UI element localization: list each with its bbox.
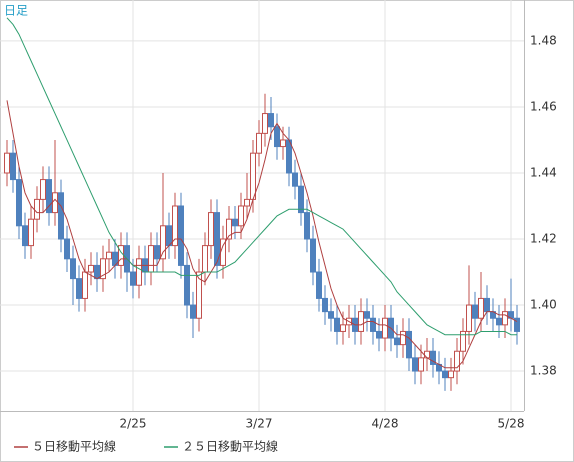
candle-body: [58, 192, 64, 240]
legend-label: ２５日移動平均線: [182, 439, 278, 454]
candle-body: [466, 304, 472, 332]
legend-label: ５日移動平均線: [32, 439, 116, 454]
candle-body: [400, 330, 406, 346]
candle-body: [514, 317, 520, 332]
y-tick-label: 1.48: [530, 33, 557, 47]
candle-body: [274, 126, 280, 148]
candle-body: [22, 225, 28, 247]
candle-body: [316, 271, 322, 299]
candle-body: [364, 311, 370, 319]
candle-body: [16, 179, 22, 227]
candle-body: [106, 251, 112, 260]
candle-body: [334, 317, 340, 332]
candle-body: [4, 152, 10, 174]
candle-body: [166, 225, 172, 247]
candle-body: [10, 152, 16, 181]
candle-body: [94, 264, 100, 280]
candle-body: [328, 311, 334, 319]
candle-body: [262, 113, 268, 134]
y-tick-label: 1.40: [530, 298, 557, 312]
y-tick-label: 1.42: [530, 232, 557, 246]
candle-body: [46, 179, 52, 214]
candle-body: [214, 212, 220, 266]
candle-body: [322, 297, 328, 313]
candle-body: [268, 113, 274, 128]
candle-body: [232, 218, 238, 227]
candle-body: [298, 185, 304, 214]
candle-body: [292, 172, 298, 187]
candle-body: [250, 152, 256, 200]
candle-body: [34, 198, 40, 220]
candle-body: [136, 258, 142, 286]
moving-average-line: [6, 17, 517, 336]
candle-body: [148, 245, 154, 273]
candle-body: [460, 330, 466, 352]
candle-body: [442, 370, 448, 379]
candle-body: [424, 350, 430, 359]
candle-body: [178, 205, 184, 266]
candle-body: [82, 271, 88, 299]
candle-body: [64, 238, 70, 260]
moving-average-line: [6, 100, 518, 369]
candle-body: [100, 258, 106, 280]
candle-body: [40, 179, 46, 200]
candle-body: [160, 225, 166, 260]
candle-body: [340, 324, 346, 332]
candle-body: [130, 271, 136, 286]
candle-body: [496, 317, 502, 326]
candle-body: [154, 245, 160, 260]
candle-body: [454, 350, 460, 372]
candle-body: [370, 317, 376, 332]
candle-body: [256, 132, 262, 154]
candle-body: [196, 271, 202, 319]
y-tick-label: 1.44: [530, 165, 557, 179]
candle-body: [394, 337, 400, 346]
candle-body: [310, 238, 316, 273]
candle-body: [172, 205, 178, 247]
candle-body: [448, 370, 454, 379]
y-tick-label: 1.38: [530, 364, 557, 378]
x-tick-label: 4/28: [372, 417, 399, 431]
candle-body: [280, 139, 286, 148]
candle-body: [238, 205, 244, 227]
x-tick-label: 5/28: [498, 417, 525, 431]
candle-body: [70, 258, 76, 280]
candle-body: [88, 264, 94, 273]
candle-body: [52, 192, 58, 214]
candle-body: [484, 297, 490, 313]
candle-body: [244, 198, 250, 207]
candle-body: [304, 212, 310, 240]
candle-body: [202, 245, 208, 273]
candle-body: [412, 357, 418, 372]
candle-body: [226, 218, 232, 240]
candle-body: [478, 297, 484, 319]
y-tick-label: 1.46: [530, 99, 557, 113]
candle-body: [502, 311, 508, 326]
candle-body: [358, 311, 364, 332]
candle-body: [472, 304, 478, 319]
chart-title: 日足: [4, 4, 28, 18]
candle-body: [76, 278, 82, 299]
candle-body: [376, 330, 382, 339]
x-tick-label: 2/25: [120, 417, 147, 431]
candle-body: [208, 212, 214, 247]
candle-body: [28, 218, 34, 247]
candle-body: [382, 317, 388, 339]
candle-body: [418, 357, 424, 372]
candle-body: [184, 264, 190, 306]
candle-body: [190, 304, 196, 319]
candle-body: [430, 350, 436, 365]
x-tick-label: 3/27: [246, 417, 273, 431]
candle-body: [406, 330, 412, 359]
